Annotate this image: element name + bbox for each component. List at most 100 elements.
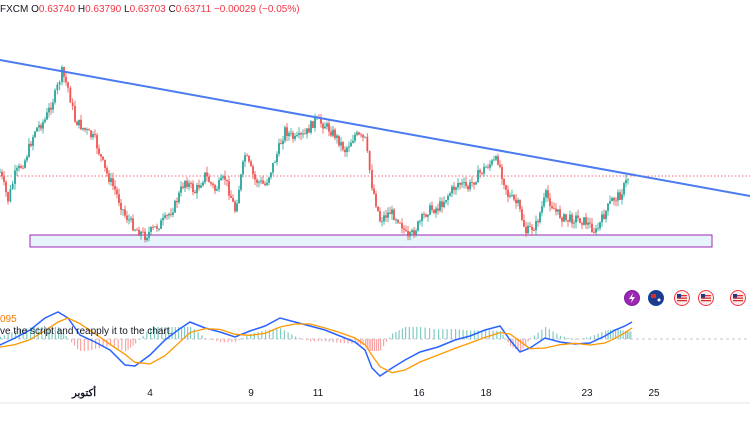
candle-body (244, 155, 246, 162)
histogram-bar (26, 328, 28, 339)
histogram-bar (63, 333, 65, 339)
histogram-bar (505, 338, 507, 340)
candle-body (385, 215, 387, 218)
candle-body (537, 221, 539, 223)
candle-body (78, 119, 80, 126)
candle-body (477, 170, 479, 183)
candle-body (220, 177, 222, 181)
candle-body (146, 237, 148, 241)
time-axis[interactable]: أكتوبر 4 9 11 16 18 23 25 (0, 388, 750, 404)
histogram-bar (386, 339, 388, 342)
candle-body (364, 136, 366, 138)
histogram-bar (37, 327, 39, 339)
candle-body (238, 189, 240, 204)
us-flag-icon[interactable] (674, 290, 690, 306)
resistance-trendline[interactable] (0, 59, 750, 197)
candle-body (513, 195, 515, 200)
candle-body (559, 209, 561, 218)
candle-body (344, 149, 346, 153)
histogram-bar (510, 339, 512, 347)
candle-body (240, 174, 242, 190)
candle-body (471, 182, 473, 183)
histogram-bar (530, 338, 532, 339)
histogram-bar (401, 328, 403, 339)
candle-body (557, 209, 559, 212)
candle-body (88, 129, 90, 131)
us-flag-icon[interactable] (730, 290, 746, 306)
histogram-bar (541, 329, 543, 339)
candle-body (3, 176, 5, 182)
histogram-bar (545, 327, 547, 339)
histogram-bar (87, 339, 89, 351)
histogram-bar (74, 339, 76, 346)
candle-body (373, 188, 375, 194)
candle-body (517, 200, 519, 204)
candle-body (198, 185, 200, 188)
candle-body (184, 180, 186, 188)
candle-body (387, 212, 389, 218)
histogram-bar (313, 339, 315, 342)
candle-body (160, 220, 162, 229)
candle-body (268, 177, 270, 183)
candle-body (346, 147, 348, 153)
histogram-bar (11, 332, 13, 339)
candle-body (425, 214, 427, 217)
candle-body (585, 217, 587, 225)
candle-body (547, 190, 549, 199)
histogram-bar (58, 327, 60, 339)
candle-body (61, 67, 63, 83)
candle-body (320, 117, 322, 124)
histogram-bar (48, 327, 50, 339)
histogram-bar (15, 331, 17, 339)
histogram-bar (517, 339, 519, 351)
candle-body (5, 181, 7, 193)
histogram-bar (525, 339, 527, 345)
histogram-bar (268, 329, 270, 339)
candle-body (74, 105, 76, 122)
candle-body (437, 208, 439, 211)
histogram-bar (83, 339, 85, 351)
lightning-icon[interactable] (624, 290, 640, 306)
support-zone-box[interactable] (29, 234, 713, 248)
candle-body (525, 226, 527, 234)
us-flag-icon[interactable] (698, 290, 714, 306)
candle-body (435, 208, 437, 214)
histogram-bar (488, 330, 490, 339)
candle-body (264, 183, 266, 185)
histogram-bar (357, 339, 359, 345)
histogram-bar (45, 327, 47, 339)
candle-body (252, 166, 254, 175)
candle-body (543, 197, 545, 207)
candle-body (114, 185, 116, 190)
candle-body (212, 183, 214, 186)
histogram-bar (7, 333, 9, 339)
candle-body (168, 213, 170, 216)
candle-body (164, 215, 166, 218)
candle-body (48, 107, 50, 113)
candle-body (226, 179, 228, 182)
au-flag-icon[interactable] (648, 290, 664, 306)
histogram-bar (502, 334, 504, 339)
histogram-bar (184, 327, 186, 339)
candle-body (228, 181, 230, 196)
candle-body (67, 82, 69, 88)
candle-body (294, 135, 296, 139)
candle-body (20, 165, 22, 168)
candle-body (591, 223, 593, 233)
candle-body (308, 128, 310, 133)
histogram-bar (80, 339, 82, 351)
candle-body (609, 201, 611, 204)
candle-body (535, 221, 537, 231)
histogram-bar (412, 327, 414, 339)
candle-body (511, 195, 513, 196)
candle-body (30, 143, 32, 146)
histogram-bar (65, 336, 67, 339)
histogram-bar (515, 339, 517, 349)
candle-body (326, 123, 328, 127)
candle-body (276, 153, 278, 163)
histogram-bar (302, 339, 304, 340)
histogram-bar (0, 336, 2, 339)
candle-body (539, 212, 541, 223)
candle-body (134, 229, 136, 231)
